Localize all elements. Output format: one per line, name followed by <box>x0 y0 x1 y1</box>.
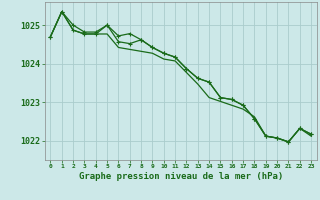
X-axis label: Graphe pression niveau de la mer (hPa): Graphe pression niveau de la mer (hPa) <box>79 172 283 181</box>
